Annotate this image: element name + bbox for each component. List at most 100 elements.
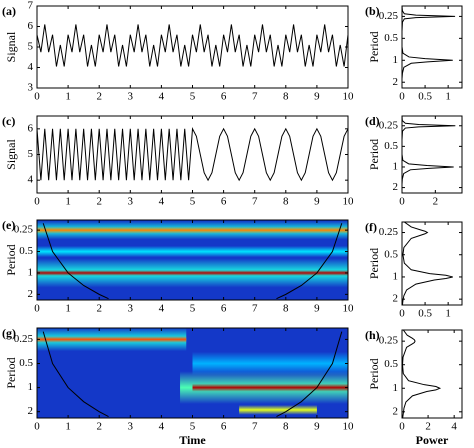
panel: 0 1 2 3 4 5 6 7 8 9 10 3 4 5 6 7 Signal (a): [2, 0, 354, 103]
x-tick-label: 0: [399, 308, 405, 320]
y-tick-label: 2: [393, 181, 399, 193]
x-tick-label: 4: [159, 91, 165, 103]
y-tick-label: 1: [393, 161, 399, 173]
x-tick-label: 8: [283, 303, 289, 315]
x-tick-label: 9: [314, 421, 320, 433]
y-tick-label: 0.25: [379, 119, 399, 131]
x-tick-label: 5: [190, 196, 196, 208]
x-tick-label: 4: [159, 421, 165, 433]
y-tick-label: 2: [28, 405, 34, 417]
y-tick-label: 2: [393, 293, 399, 305]
y-tick-label: 0.25: [379, 226, 399, 238]
panel: 0 1 2 3 4 5 6 7 8 9 10 0.25 0.5 1 2 Period Time (g): [2, 326, 354, 447]
x-tick-label: 2: [96, 421, 102, 433]
panel: 0 0.5 1 0.25 0.5 1 2 Period (b): [365, 4, 463, 103]
x-tick-label: 5: [190, 91, 196, 103]
x-tick-label: 9: [314, 196, 320, 208]
panel-label: (a): [2, 4, 16, 18]
x-tick-label: 1: [445, 308, 451, 320]
x-tick-label: 8: [283, 421, 289, 433]
y-tick-label: 6: [28, 20, 34, 32]
y-axis-label: Signal: [4, 31, 18, 62]
x-tick-label: 1: [65, 303, 71, 315]
y-tick-label: 3: [28, 82, 34, 94]
power-line: [402, 222, 453, 305]
x-tick-label: 1: [65, 91, 71, 103]
x-tick-label: 6: [221, 196, 227, 208]
y-tick-label: 4: [28, 61, 34, 73]
y-axis-label: Period: [4, 357, 18, 388]
x-tick-label: 5: [190, 421, 196, 433]
y-tick-label: 2: [393, 76, 399, 88]
x-tick-label: 0: [399, 421, 405, 433]
y-tick-label: 0.5: [384, 32, 398, 44]
x-tick-label: 3: [128, 91, 134, 103]
y-tick-label: 1: [393, 270, 399, 282]
power-band: [239, 405, 317, 415]
y-axis-label: Period: [367, 248, 381, 279]
x-tick-label: 6: [221, 303, 227, 315]
y-tick-label: 5: [28, 148, 34, 160]
frame: [401, 115, 463, 194]
panel-label: (b): [365, 4, 380, 18]
x-axis-label: Power: [416, 433, 449, 447]
power-band: [37, 245, 348, 258]
x-tick-label: 4: [451, 421, 457, 433]
x-tick-label: 10: [343, 303, 355, 315]
x-tick-label: 4: [159, 303, 165, 315]
plot-area: [402, 116, 456, 193]
y-tick-label: 0.25: [14, 224, 34, 236]
y-tick-label: 0.5: [19, 245, 33, 257]
x-tick-label: 2: [96, 196, 102, 208]
frame: [401, 221, 463, 306]
plot-area: [402, 6, 456, 88]
y-tick-label: 0.25: [14, 333, 34, 345]
x-tick-label: 10: [343, 196, 355, 208]
panel: 0 0.5 1 0.25 0.5 1 2 Period (f): [365, 220, 463, 320]
y-tick-label: 7: [28, 0, 34, 12]
x-tick-label: 8: [283, 91, 289, 103]
y-tick-label: 0.25: [379, 335, 399, 347]
x-tick-label: 0: [399, 91, 405, 103]
y-tick-label: 0.5: [384, 358, 398, 370]
x-tick-label: 2: [425, 421, 431, 433]
y-tick-label: 1: [28, 266, 34, 278]
x-tick-label: 0: [34, 421, 40, 433]
y-tick-label: 0.25: [379, 10, 399, 22]
x-tick-label: 3: [128, 196, 134, 208]
frame: [401, 329, 463, 419]
panel-label: (f): [365, 220, 377, 234]
x-tick-label: 1: [445, 91, 451, 103]
x-tick-label: 0: [34, 303, 40, 315]
power-band: [37, 270, 348, 276]
x-tick-label: 8: [283, 196, 289, 208]
power-band: [192, 351, 348, 376]
y-axis-label: Period: [367, 358, 381, 389]
x-tick-label: 9: [314, 91, 320, 103]
panel-label: (e): [2, 218, 15, 232]
power-line: [402, 116, 456, 193]
x-tick-label: 1: [65, 421, 71, 433]
y-tick-label: 4: [28, 174, 34, 186]
x-tick-label: 10: [343, 91, 355, 103]
x-tick-label: 4: [159, 196, 165, 208]
y-tick-label: 1: [28, 381, 34, 393]
x-tick-label: 7: [252, 91, 258, 103]
x-tick-label: 2: [433, 196, 439, 208]
x-tick-label: 7: [252, 303, 258, 315]
panel-label: (h): [365, 328, 380, 342]
panel: 0 1 2 3 4 5 6 7 8 9 10 4 5 6 Signal (c): [2, 114, 354, 208]
x-tick-label: 3: [128, 421, 134, 433]
plot-area: [37, 328, 348, 418]
power-line: [402, 6, 456, 88]
y-axis-label: Period: [367, 139, 381, 170]
x-tick-label: 7: [252, 421, 258, 433]
plot-area: [402, 330, 442, 418]
power-band: [37, 336, 187, 343]
x-tick-label: 7: [252, 196, 258, 208]
y-tick-label: 0.5: [384, 248, 398, 260]
x-tick-label: 0.5: [418, 308, 432, 320]
x-tick-label: 6: [221, 421, 227, 433]
